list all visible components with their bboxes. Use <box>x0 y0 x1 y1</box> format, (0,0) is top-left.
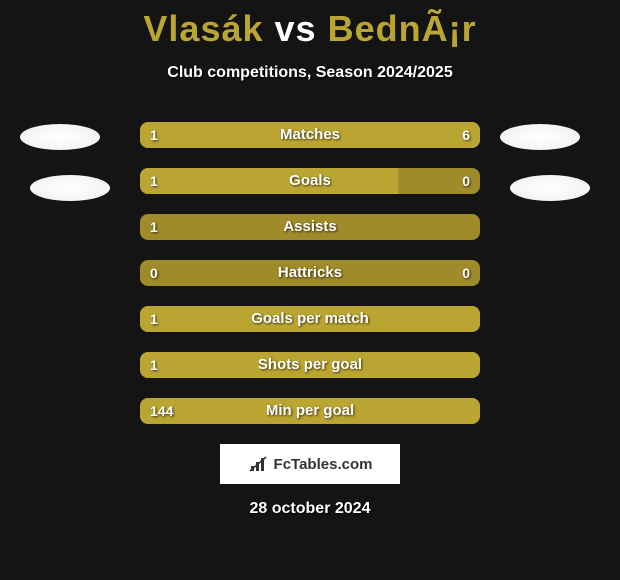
stat-label: Goals <box>140 168 480 194</box>
stat-row: 16Matches <box>140 122 480 148</box>
stat-row: 00Hattricks <box>140 260 480 286</box>
club-badge <box>30 175 110 201</box>
stat-label: Assists <box>140 214 480 240</box>
watermark-text: FcTables.com <box>274 456 373 473</box>
club-badge <box>20 124 100 150</box>
title-player2: BednÃ¡r <box>328 8 477 49</box>
stat-row: 1Goals per match <box>140 306 480 332</box>
stat-label: Goals per match <box>140 306 480 332</box>
title-vs: vs <box>264 8 328 49</box>
subtitle: Club competitions, Season 2024/2025 <box>0 64 620 82</box>
club-badge <box>500 124 580 150</box>
stat-label: Min per goal <box>140 398 480 424</box>
chart-icon <box>248 455 268 473</box>
stats-container: 16Matches 10Goals 1Assists 00Hattricks 1Goal… <box>140 122 480 424</box>
date-text: 28 october 2024 <box>0 500 620 518</box>
stat-row: 1Shots per goal <box>140 352 480 378</box>
watermark: FcTables.com <box>220 444 400 484</box>
stat-label: Shots per goal <box>140 352 480 378</box>
stat-row: 144Min per goal <box>140 398 480 424</box>
title-player1: Vlasák <box>143 8 263 49</box>
stat-label: Matches <box>140 122 480 148</box>
stat-row: 1Assists <box>140 214 480 240</box>
page-title: Vlasák vs BednÃ¡r <box>0 0 620 50</box>
stat-row: 10Goals <box>140 168 480 194</box>
club-badge <box>510 175 590 201</box>
stat-label: Hattricks <box>140 260 480 286</box>
